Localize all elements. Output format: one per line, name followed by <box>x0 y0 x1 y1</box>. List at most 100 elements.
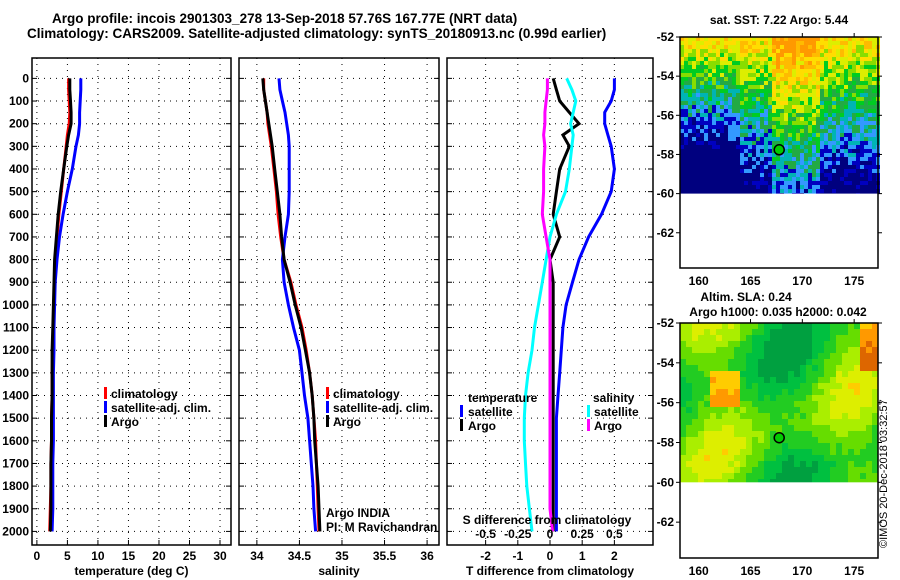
map-cell <box>832 73 836 77</box>
map-cell <box>856 149 860 153</box>
map-cell <box>868 65 872 69</box>
map-cell <box>788 161 792 165</box>
map-cell <box>872 73 876 77</box>
map-cell <box>772 85 776 89</box>
difference-panel: -2 -1 0 1 2T difference from climatologytemp… <box>446 57 654 578</box>
map-cell <box>752 419 758 425</box>
map-cell <box>724 81 728 85</box>
map-cell <box>744 81 748 85</box>
map-cell <box>872 473 878 479</box>
map-cell <box>836 383 842 389</box>
map-cell <box>872 93 876 97</box>
map-cell <box>842 449 848 455</box>
map-cell <box>710 461 716 467</box>
map-cell <box>828 69 832 73</box>
map-cell <box>704 413 710 419</box>
map-cell <box>752 65 756 69</box>
map-cell <box>800 113 804 117</box>
map-cell <box>852 193 856 194</box>
map-cell <box>712 121 716 125</box>
map-cell <box>692 329 698 335</box>
map-cell <box>752 105 756 109</box>
map-cell <box>692 77 696 81</box>
map-cell <box>820 77 824 81</box>
map-cell <box>844 93 848 97</box>
depth-tick-label: 200 <box>9 117 29 131</box>
map-cell <box>820 161 824 165</box>
map-cell <box>748 121 752 125</box>
map-cell <box>768 153 772 157</box>
map-cell <box>764 41 768 45</box>
series-argo <box>48 78 73 532</box>
map-cell <box>832 189 836 193</box>
map-cell <box>842 437 848 443</box>
map-cell <box>812 449 818 455</box>
map-cell <box>818 455 824 461</box>
map-cell <box>782 341 788 347</box>
map-cell <box>696 121 700 125</box>
map-cell <box>836 109 840 113</box>
map-cell <box>836 189 840 193</box>
map-cell <box>760 189 764 193</box>
map-cell <box>872 65 876 69</box>
map-cell <box>680 77 684 81</box>
map-cell <box>818 365 824 371</box>
legend-label: Argo <box>468 419 496 433</box>
map-cell <box>756 41 760 45</box>
map-cell <box>788 145 792 149</box>
map-cell <box>804 37 808 41</box>
map-cell <box>748 177 752 181</box>
map-cell <box>740 77 744 81</box>
map-cell <box>864 73 868 77</box>
map-cell <box>688 45 692 49</box>
map-cell <box>746 479 752 483</box>
map-cell <box>820 113 824 117</box>
map-cell <box>740 341 746 347</box>
map-cell <box>764 335 770 341</box>
map-cell <box>752 45 756 49</box>
map-cell <box>734 425 740 431</box>
map-cell <box>804 133 808 137</box>
map-cell <box>758 359 764 365</box>
map-cell <box>744 193 748 194</box>
map-cell <box>868 49 872 53</box>
map-cell <box>684 81 688 85</box>
map-cell <box>872 467 878 473</box>
map-cell <box>680 101 684 105</box>
map-cell <box>698 437 704 443</box>
map-cell <box>686 347 692 353</box>
map-cell <box>746 467 752 473</box>
map-cell <box>796 57 800 61</box>
map-cell <box>760 149 764 153</box>
map-cell <box>720 133 724 137</box>
map-cell <box>860 169 864 173</box>
map-cell <box>796 89 800 93</box>
map-cell <box>784 41 788 45</box>
map-cell <box>728 323 734 329</box>
map-cell <box>832 49 836 53</box>
map-cell <box>752 473 758 479</box>
map-cell <box>824 401 830 407</box>
map-cell <box>794 401 800 407</box>
map-cell <box>824 353 830 359</box>
map-cell <box>872 133 876 137</box>
map-cell <box>868 117 872 121</box>
map-cell <box>756 165 760 169</box>
map-cell <box>764 89 768 93</box>
map-cell <box>744 161 748 165</box>
map-cell <box>832 145 836 149</box>
map-cell <box>844 105 848 109</box>
map-cell <box>680 341 686 347</box>
lat-tick-label: -62 <box>657 515 675 529</box>
map-cell <box>680 65 684 69</box>
map-cell <box>732 65 736 69</box>
map-cell <box>700 73 704 77</box>
map-cell <box>692 149 696 153</box>
map-cell <box>692 177 696 181</box>
map-cell <box>734 341 740 347</box>
map-cell <box>806 365 812 371</box>
map-cell <box>724 37 728 41</box>
map-cell <box>840 169 844 173</box>
map-cell <box>696 141 700 145</box>
